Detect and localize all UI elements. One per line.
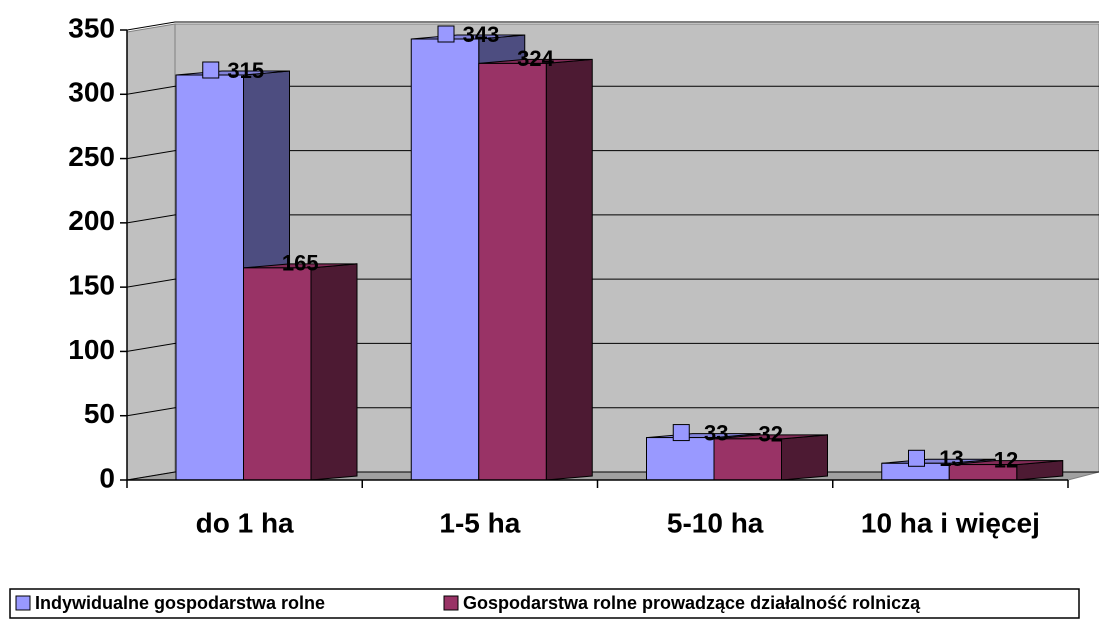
- y-tick-label: 350: [68, 12, 115, 43]
- data-label: 33: [704, 420, 728, 445]
- bar-front: [478, 62, 547, 481]
- data-label: 324: [517, 46, 554, 71]
- bar: [713, 434, 828, 481]
- data-label: 165: [282, 251, 319, 276]
- bar-side: [781, 434, 828, 481]
- data-label: 343: [463, 22, 500, 47]
- labels: 315 165 343 324 33 32 13 12: [202, 22, 1018, 472]
- x-tick-label: 10 ha i więcej: [861, 507, 1040, 538]
- bar-front: [410, 38, 480, 481]
- y-tick-label: 250: [68, 141, 115, 172]
- legend-label: Gospodarstwa rolne prowadzące działalnoś…: [463, 593, 921, 613]
- y-tick-label: 0: [99, 462, 115, 493]
- grid-line: [126, 278, 1099, 288]
- x-tick-label: do 1 ha: [196, 507, 294, 538]
- y-tick-label: 100: [68, 334, 115, 365]
- grid-line: [126, 21, 1099, 31]
- legend: [9, 588, 1080, 619]
- bar-front: [646, 437, 715, 481]
- grid-line: [126, 85, 1099, 95]
- x-tick-label: 5-10 ha: [667, 507, 764, 538]
- grid-line: [126, 150, 1099, 160]
- bar: [243, 263, 358, 481]
- x-tick-label: 1-5 ha: [439, 507, 520, 538]
- bar: [948, 460, 1064, 481]
- data-label: 32: [759, 422, 783, 447]
- bars: [175, 34, 1064, 481]
- grid-line: [126, 214, 1099, 224]
- legend-key: [15, 595, 31, 611]
- y-tick-label: 150: [68, 270, 115, 301]
- bar-side: [545, 58, 593, 481]
- y-tick-label: 200: [68, 205, 115, 236]
- label-key: [672, 424, 690, 442]
- data-label: 13: [939, 446, 963, 471]
- data-label: 315: [227, 58, 264, 83]
- label-key: [437, 25, 455, 43]
- bar: [478, 58, 593, 481]
- label-key: [202, 61, 220, 79]
- legend-key: [443, 595, 459, 611]
- bar-front: [243, 267, 312, 481]
- grid-line: [126, 407, 1099, 417]
- bar-side: [310, 263, 358, 481]
- y-tick-label: 300: [68, 77, 115, 108]
- label-key: [908, 449, 925, 467]
- bar-front: [175, 74, 244, 481]
- y-tick-label: 50: [84, 398, 115, 429]
- grid-line: [126, 342, 1099, 352]
- bar-front: [713, 438, 782, 481]
- legend-label: Indywidualne gospodarstwa rolne: [35, 593, 325, 613]
- data-label: 12: [994, 447, 1018, 472]
